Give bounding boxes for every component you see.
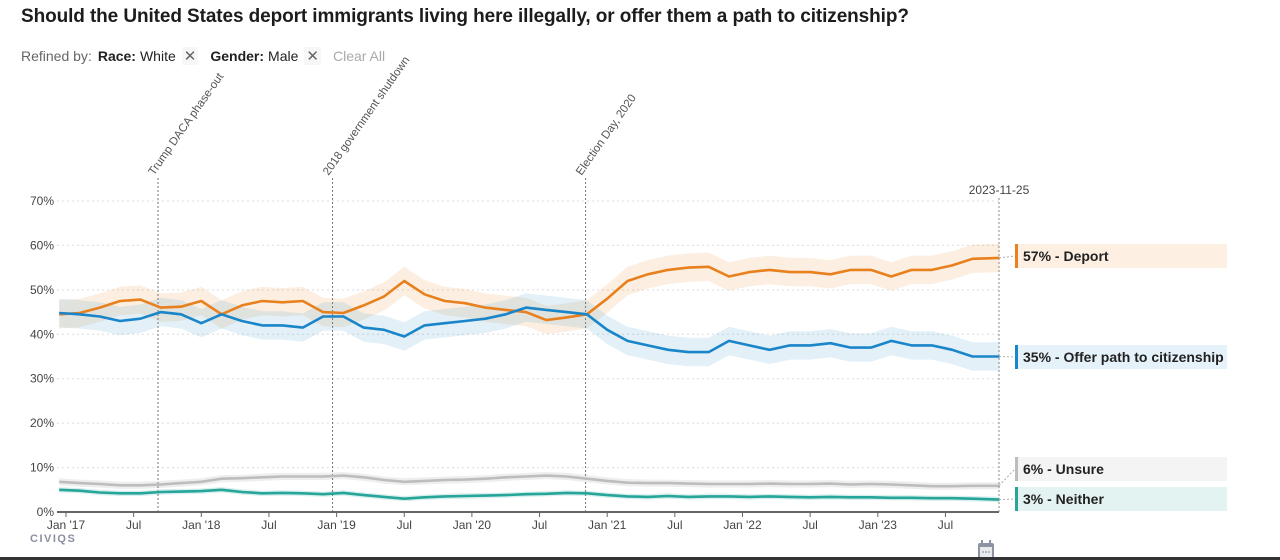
refined-by-label: Refined by:	[21, 48, 92, 64]
y-tick-label: 70%	[30, 194, 54, 208]
filter-value: Male	[268, 48, 299, 64]
x-tick-label: Jan '22	[723, 518, 762, 532]
event-label: Trump DACA phase-out	[147, 71, 227, 178]
x-tick-label: Jul	[261, 518, 276, 532]
legend-label: 6% - Unsure	[1023, 461, 1104, 477]
legend-connector	[998, 356, 1016, 358]
x-tick-label: Jan '17	[47, 518, 86, 532]
filter-chip-gender: Gender: Male ✕	[210, 47, 321, 65]
legend-swatch	[1015, 244, 1018, 268]
close-icon[interactable]: ✕	[181, 47, 199, 65]
series-line-3	[59, 488, 1000, 501]
x-tick-label: Jul	[532, 518, 547, 532]
legend-item-deport[interactable]: 57% - Deport	[1015, 244, 1227, 268]
x-tick-label: Jan '21	[588, 518, 627, 532]
x-tick-label: Jul	[126, 518, 141, 532]
series-line-2	[59, 474, 1000, 488]
filter-key: Race:	[97, 48, 136, 64]
legend-label: 3% - Neither	[1023, 491, 1104, 507]
confidence-band-0	[59, 243, 1000, 335]
x-tick-label: Jan '18	[182, 518, 221, 532]
legend-connector	[998, 498, 1016, 501]
y-axis: 0% 10% 20% 30% 40% 50% 60% 70%	[30, 194, 54, 519]
close-icon[interactable]: ✕	[304, 47, 321, 65]
grid	[57, 200, 999, 469]
legend-swatch	[1015, 487, 1018, 511]
x-axis: Jan '17 Jul Jan '18 Jul Jan '19 Jul Jan '20 Jul…	[47, 511, 999, 532]
legend-label: 35% - Offer path to citizenship	[1023, 349, 1224, 365]
event-label: Election Day, 2020	[574, 92, 639, 177]
x-tick-label: Jul	[938, 518, 953, 532]
x-tick-label: Jan '19	[317, 518, 356, 532]
legend-item-neither[interactable]: 3% - Neither	[1015, 487, 1227, 511]
x-tick-label: Jul	[802, 518, 817, 532]
clear-all-button[interactable]: Clear All	[332, 48, 386, 64]
confidence-bands	[59, 243, 1000, 503]
legend-swatch	[1015, 345, 1018, 369]
y-tick-label: 40%	[30, 327, 54, 341]
calendar-icon[interactable]	[977, 540, 995, 560]
legend-item-unsure[interactable]: 6% - Unsure	[1015, 457, 1227, 481]
filter-bar: Refined by: Race: White ✕ Gender: Male ✕…	[21, 47, 385, 65]
end-date-label: 2023-11-25	[969, 183, 1030, 197]
bottom-border	[0, 557, 1280, 560]
filter-chip-race: Race: White ✕	[98, 47, 199, 65]
filter-value: White	[139, 48, 176, 64]
y-tick-label: 60%	[30, 238, 54, 252]
legend-connector	[998, 468, 1016, 487]
civiqs-logo: CIVIQS	[30, 533, 77, 545]
x-tick-label: Jul	[397, 518, 412, 532]
event-label: 2018 government shutdown	[321, 55, 412, 178]
legend-item-offer-path[interactable]: 35% - Offer path to citizenship	[1015, 345, 1227, 369]
series-line-1	[59, 306, 1000, 358]
x-tick-label: Jan '23	[859, 518, 898, 532]
series-line-0	[59, 256, 1000, 322]
series-lines	[59, 256, 1000, 501]
legend-swatch	[1015, 457, 1018, 481]
y-tick-label: 30%	[30, 372, 54, 386]
confidence-band-1	[59, 293, 1000, 371]
y-tick-label: 20%	[30, 416, 54, 430]
page-title: Should the United States deport immigran…	[21, 6, 909, 27]
legend-label: 57% - Deport	[1023, 248, 1109, 264]
y-tick-label: 0%	[37, 505, 55, 519]
filter-key: Gender:	[210, 48, 265, 64]
legend-connector	[998, 255, 1016, 259]
x-tick-label: Jul	[667, 518, 682, 532]
x-tick-label: Jan '20	[453, 518, 492, 532]
y-tick-label: 50%	[30, 283, 54, 297]
y-tick-label: 10%	[30, 461, 54, 475]
end-date-marker: 2023-11-25	[969, 183, 1030, 512]
